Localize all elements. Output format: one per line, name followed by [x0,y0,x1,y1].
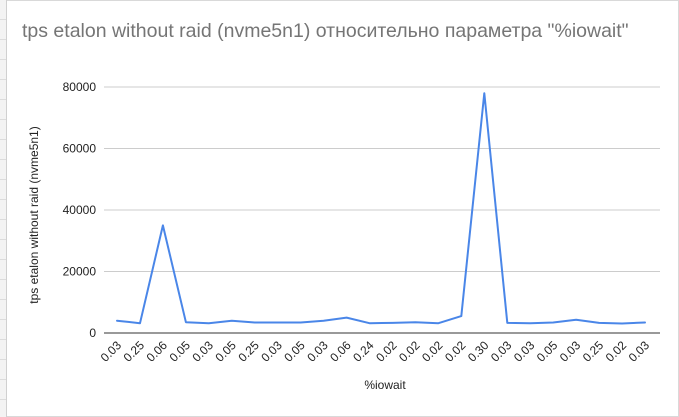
x-tick-label: 0.25 [121,338,148,365]
x-tick-label: 0.02 [396,338,423,365]
x-tick-label: 0.05 [167,338,194,365]
x-tick-label: 0.03 [304,338,331,365]
y-axis-title: tps etalon without raid (nvme5n1) [27,126,41,303]
x-tick-label: 0.06 [144,338,171,365]
x-tick-label: 0.24 [350,338,377,365]
x-tick-label: 0.06 [327,338,354,365]
chart-title: tps etalon without raid (nvme5n1) относи… [22,20,629,42]
x-tick-label: 0.05 [281,338,308,365]
x-tick-label: 0.03 [488,338,515,365]
x-tick-label: 0.02 [442,338,469,365]
x-tick-label: 0.30 [465,338,492,365]
series-line [116,92,646,325]
x-tick-label: 0.03 [190,338,217,365]
y-tick-label: 0 [89,326,96,340]
x-tick-label: 0.03 [557,338,584,365]
x-tick-label: 0.03 [626,338,653,365]
y-tick-label: 20000 [63,265,97,279]
y-tick-label: 60000 [63,142,97,156]
x-tick-label: 0.02 [419,338,446,365]
y-tick-label: 80000 [63,80,97,94]
x-tick-label: 0.03 [258,338,285,365]
x-tick-label: 0.02 [603,338,630,365]
sheet-row-strip [0,0,7,417]
y-tick-label: 40000 [63,203,97,217]
x-tick-label: 0.25 [235,338,262,365]
x-axis-title: %iowait [364,378,406,392]
x-tick-label: 0.05 [534,338,561,365]
x-tick-label: 0.02 [373,338,400,365]
x-tick-label: 0.03 [511,338,538,365]
x-tick-label: 0.03 [98,338,125,365]
x-tick-label: 0.05 [212,338,239,365]
x-tick-label: 0.25 [580,338,607,365]
